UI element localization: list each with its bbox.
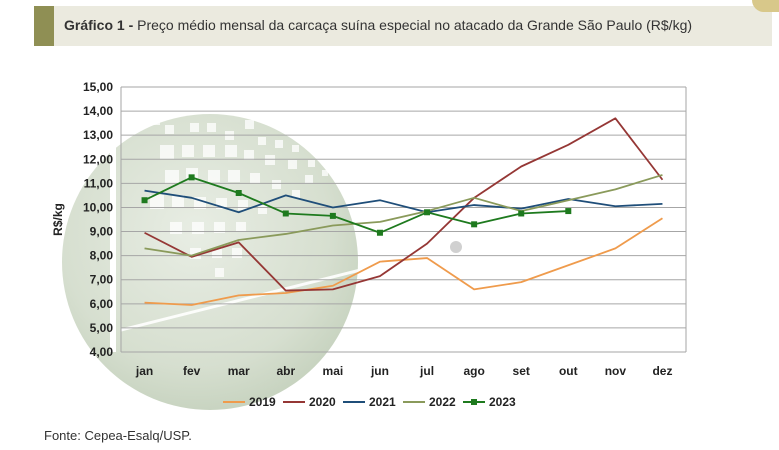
watermark-square bbox=[190, 123, 199, 132]
data-point-2023 bbox=[518, 210, 525, 217]
data-point-2023 bbox=[329, 212, 336, 219]
watermark-square bbox=[214, 222, 225, 233]
watermark-square bbox=[207, 123, 216, 132]
y-axis-label: R$/kg bbox=[51, 203, 65, 236]
data-point-2023 bbox=[376, 229, 383, 236]
watermark-square bbox=[245, 120, 254, 129]
data-point-2023 bbox=[471, 221, 478, 228]
chart-title: Gráfico 1 - Preço médio mensal da carcaç… bbox=[64, 17, 692, 33]
y-axis-ticks: 4,00 5,00 6,00 7,00 8,00 9,00 10,00 11,00 12,00 1… bbox=[83, 80, 113, 359]
watermark-square bbox=[292, 145, 299, 152]
data-point-2023 bbox=[188, 174, 195, 181]
legend-label-2023: 2023 bbox=[489, 395, 516, 409]
watermark-square bbox=[232, 248, 242, 258]
x-tick-label: abr bbox=[276, 364, 295, 378]
x-tick-label: out bbox=[559, 364, 578, 378]
watermark-square bbox=[258, 205, 267, 214]
x-tick-label: dez bbox=[652, 364, 672, 378]
legend-label-2022: 2022 bbox=[429, 395, 456, 409]
y-tick-label: 15,00 bbox=[83, 80, 113, 94]
x-tick-label: nov bbox=[605, 364, 627, 378]
chart-title-text: Preço médio mensal da carcaça suína espe… bbox=[137, 17, 693, 33]
watermark-square bbox=[172, 195, 184, 207]
watermark-square bbox=[170, 222, 182, 234]
watermark-square bbox=[292, 190, 300, 198]
line-chart: 4,00 5,00 6,00 7,00 8,00 9,00 10,00 11,00 12,00 1… bbox=[51, 80, 687, 410]
watermark-square bbox=[265, 155, 275, 165]
source-note: Fonte: Cepea-Esalq/USP. bbox=[44, 428, 192, 443]
y-tick-label: 7,00 bbox=[90, 273, 114, 287]
x-tick-label: set bbox=[513, 364, 530, 378]
series-line-2023 bbox=[144, 176, 569, 234]
series-line-2020 bbox=[144, 117, 664, 292]
chart-series bbox=[141, 117, 664, 306]
watermark-square bbox=[150, 195, 164, 209]
watermark-square bbox=[212, 248, 222, 258]
watermark-globe bbox=[62, 114, 358, 410]
watermark-square bbox=[238, 200, 248, 210]
watermark-square bbox=[228, 170, 240, 182]
data-point-2023 bbox=[282, 210, 289, 217]
chart-header: Gráfico 1 - Preço médio mensal da carcaç… bbox=[34, 6, 772, 46]
data-point-2023 bbox=[565, 208, 572, 215]
watermark-dot bbox=[450, 241, 462, 253]
watermark-square bbox=[216, 198, 227, 209]
watermark-square bbox=[322, 170, 328, 176]
watermark-square bbox=[288, 160, 297, 169]
chart-legend: 2019 2020 2021 2022 2023 bbox=[223, 395, 516, 409]
series-line-2021 bbox=[144, 189, 663, 214]
watermark-square bbox=[208, 170, 220, 182]
data-point-2023 bbox=[141, 197, 148, 204]
watermark-square bbox=[160, 145, 174, 159]
y-tick-label: 5,00 bbox=[90, 321, 114, 335]
watermark-square bbox=[165, 125, 174, 134]
y-tick-label: 11,00 bbox=[84, 176, 114, 190]
watermark-square bbox=[165, 170, 179, 184]
watermark-square bbox=[250, 173, 260, 183]
y-tick-label: 14,00 bbox=[83, 104, 113, 118]
watermark-mask bbox=[110, 88, 116, 352]
x-tick-label: jan bbox=[135, 364, 153, 378]
watermark-square bbox=[244, 150, 254, 160]
watermark-square bbox=[203, 145, 215, 157]
x-axis-ticks: jan fev mar abr mai jun jul ago set out nov dez bbox=[135, 364, 673, 378]
watermark-square bbox=[225, 145, 237, 157]
corner-decoration bbox=[752, 0, 779, 12]
watermark-square bbox=[305, 175, 313, 183]
watermark-square bbox=[215, 268, 224, 277]
x-tick-label: jun bbox=[370, 364, 389, 378]
watermark-square bbox=[236, 222, 246, 232]
chart-gridlines bbox=[120, 86, 687, 353]
watermark-square bbox=[192, 222, 204, 234]
legend-marker-2023 bbox=[471, 399, 477, 405]
y-tick-label: 8,00 bbox=[90, 249, 114, 263]
watermark-graphic bbox=[62, 88, 462, 410]
y-tick-label: 9,00 bbox=[90, 225, 114, 239]
watermark-square bbox=[272, 180, 281, 189]
watermark-square bbox=[258, 137, 266, 145]
data-point-2023 bbox=[235, 190, 242, 196]
x-tick-label: jul bbox=[419, 364, 434, 378]
x-tick-label: mai bbox=[323, 364, 344, 378]
x-tick-label: ago bbox=[463, 364, 484, 378]
data-point-2023 bbox=[424, 209, 431, 216]
y-tick-label: 6,00 bbox=[90, 297, 114, 311]
y-tick-label: 12,00 bbox=[83, 152, 113, 166]
legend-label-2021: 2021 bbox=[369, 395, 396, 409]
watermark-square bbox=[150, 115, 160, 125]
header-accent-bar bbox=[34, 6, 54, 46]
x-tick-label: fev bbox=[183, 364, 201, 378]
watermark-square bbox=[275, 140, 283, 148]
y-tick-label: 4,00 bbox=[90, 345, 114, 359]
watermark-square bbox=[182, 145, 194, 157]
legend-label-2020: 2020 bbox=[309, 395, 336, 409]
chart-number-label: Gráfico 1 - bbox=[64, 17, 134, 33]
y-tick-label: 13,00 bbox=[83, 128, 113, 142]
legend-label-2019: 2019 bbox=[249, 395, 276, 409]
watermark-square bbox=[308, 160, 315, 167]
x-tick-label: mar bbox=[228, 364, 250, 378]
y-tick-label: 10,00 bbox=[83, 200, 113, 214]
series-line-2022 bbox=[144, 174, 663, 257]
